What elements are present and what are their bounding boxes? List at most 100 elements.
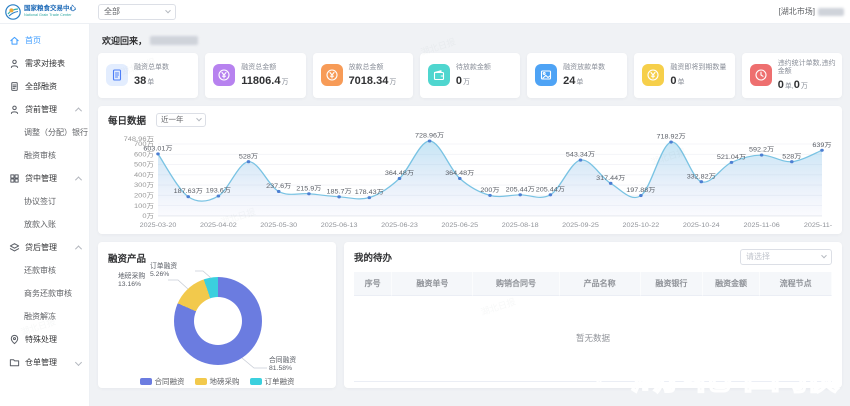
svg-text:317.44万: 317.44万 [596,174,626,181]
stat-card: 融资即将到期数量 0单 [634,53,735,98]
svg-text:2025-10-24: 2025-10-24 [683,222,720,228]
sidebar-item[interactable]: 仓单管理 [0,351,89,374]
stat-unit: 万 [800,82,808,90]
legend-item[interactable]: 订单融资 [249,376,295,387]
legend-swatch [249,377,262,385]
market-filter-select[interactable]: 全部 [98,3,176,20]
svg-text:592.2万: 592.2万 [749,146,775,153]
svg-text:2025-06-13: 2025-06-13 [321,222,358,228]
sidebar-item[interactable]: 融资解冻 [0,305,89,328]
chevron-up-icon [74,107,83,115]
sidebar-item-label: 贷中管理 [25,174,57,183]
svg-text:2025-03-20: 2025-03-20 [140,222,177,228]
svg-text:639万: 639万 [812,141,832,148]
stat-value: 38 [134,74,147,87]
sidebar-item[interactable]: 还款审核 [0,259,89,282]
todo-select-placeholder: 请选择 [746,252,770,262]
donut-label-weighbridge: 地磅采购 13.16% [118,272,146,289]
stat-unit: 万 [462,78,470,86]
svg-text:205.44万: 205.44万 [536,186,566,193]
market-filter-value: 全部 [104,7,120,16]
daily-data-chart-card: 每日数据 近一年 0万 100万 200万 300万 400万 500万 600万 700万 7… [98,105,842,234]
sidebar-item[interactable]: 贷后管理 [0,236,89,259]
sidebar-item-label: 特殊处理 [25,335,57,344]
stat-card: 融资放款单数 24单 [527,53,628,98]
stat-unit: 万 [389,78,397,86]
coin-icon [320,64,343,87]
document-icon [9,81,20,92]
svg-text:700万: 700万 [134,140,154,147]
todo-table-header: 序号 融资单号 购销合同号 产品名称 融资银行 融资金额 流程节点 [354,271,832,296]
svg-text:197.88万: 197.88万 [626,186,656,193]
user-name-blurred[interactable] [818,7,844,16]
todo-title: 我的待办 [354,252,393,264]
user-list-icon [9,58,20,69]
stat-value: 0 [670,74,677,87]
chevron-up-icon [74,176,83,184]
svg-text:2025-09-25: 2025-09-25 [562,222,599,228]
sidebar-item-label: 商务还款审核 [24,289,72,298]
legend-item[interactable]: 合同融资 [139,376,185,387]
stat-label: 待放款金额 [455,64,491,72]
svg-text:364.48万: 364.48万 [445,169,475,176]
table-column-header: 融资金额 [702,271,761,296]
svg-text:528万: 528万 [782,153,802,160]
stat-label: 融资总单数 [134,64,169,72]
sidebar-item[interactable]: 商务还款审核 [0,282,89,305]
svg-text:300万: 300万 [134,181,154,188]
sidebar-item[interactable]: 协议签订 [0,190,89,213]
donut-label-contract: 合同融资 81.58% [269,356,297,373]
stat-label: 放款总金额 [348,64,384,72]
stat-label: 融资即将到期数量 [670,64,727,72]
legend-label: 地磅采购 [209,376,240,386]
sidebar-item-label: 贷前管理 [25,105,57,114]
svg-text:187.63万: 187.63万 [174,188,204,195]
user-manage-icon [9,104,20,115]
wallet-icon [427,64,450,87]
legend-item[interactable]: 地磅采购 [194,376,240,387]
sidebar-item[interactable]: 特殊处理 [0,328,89,351]
app-subtitle: National Grain Trade Center [24,12,72,17]
svg-text:215.9万: 215.9万 [296,185,322,192]
welcome-row: 欢迎回来， [102,34,840,47]
stat-value: 11806.4 [241,74,281,87]
stat-value: 0 [793,78,800,91]
sidebar-item-label: 贷后管理 [25,243,57,252]
stat-card: 融资总单数 38单 [98,53,199,98]
svg-text:2025-08-18: 2025-08-18 [502,222,539,228]
sidebar-item[interactable]: 放款入账 [0,213,89,236]
sidebar-item[interactable]: 融资审核 [0,144,89,167]
sidebar-item[interactable]: 全部融资 [0,75,89,98]
sidebar-item[interactable]: 贷中管理 [0,167,89,190]
stat-unit: 单, [784,82,794,90]
sidebar-item[interactable]: 调整（分配）银行 [0,121,89,144]
chevron-down-icon [165,7,171,13]
grid-icon [9,173,20,184]
todo-filter-select[interactable]: 请选择 [740,248,832,265]
sidebar-item[interactable]: 贷前管理 [0,98,89,121]
svg-text:178.43万: 178.43万 [355,188,385,195]
svg-text:728.96万: 728.96万 [415,132,445,139]
todo-table-body: 暂无数据 [354,296,832,382]
stat-unit: 单 [576,78,584,86]
chevron-down-icon [821,252,827,259]
sidebar-item[interactable]: 需求对接表 [0,52,89,75]
svg-text:603.01万: 603.01万 [143,145,173,152]
app-title: 国家粮食交易中心 [24,5,76,13]
stat-card: 放款总金额 7018.34万 [312,53,413,98]
svg-text:2025-06-25: 2025-06-25 [441,222,478,228]
legend-swatch [194,377,207,385]
table-column-header: 融资银行 [640,271,703,296]
donut-ring[interactable] [174,276,262,365]
sidebar-item-label: 全部融资 [25,82,57,91]
sidebar-nav: 首页 需求对接表全部融资贷前管理调整（分配）银行融资审核贷中管理协议签订 放款入账贷… [0,24,90,406]
svg-text:2025-05-30: 2025-05-30 [260,222,297,228]
sidebar-item[interactable]: 首页 [0,29,89,52]
stat-unit: 单 [677,78,685,86]
sidebar-item-label: 融资审核 [24,151,56,160]
svg-text:100万: 100万 [134,202,154,209]
sidebar-item-label: 仓单管理 [25,358,57,367]
svg-text:0万: 0万 [142,212,154,219]
date-range-select[interactable]: 近一年 [156,112,207,127]
